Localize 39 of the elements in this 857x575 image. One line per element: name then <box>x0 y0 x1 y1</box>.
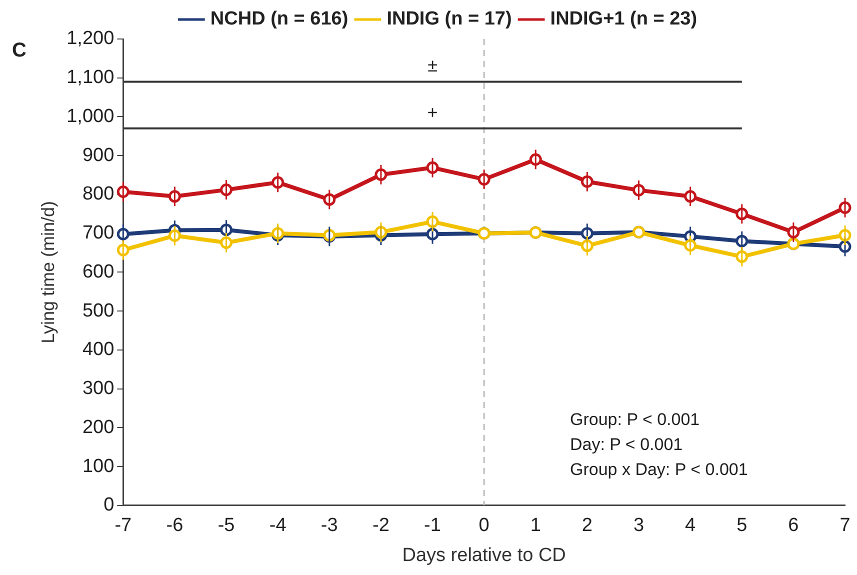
x-tick-label: 5 <box>736 515 748 536</box>
annotation: Day: P < 0.001 <box>570 435 683 454</box>
x-tick-label: 4 <box>685 515 696 536</box>
x-tick-label: -7 <box>114 515 132 536</box>
x-tick-label: 1 <box>530 515 541 536</box>
y-tick-label: 800 <box>82 184 114 205</box>
y-tick-label: 1,100 <box>66 67 114 88</box>
y-tick-label: 1,200 <box>66 28 114 50</box>
y-tick-label: 700 <box>82 222 114 244</box>
x-tick-label: 6 <box>788 515 799 536</box>
x-tick-label: -1 <box>424 515 441 536</box>
annotation: + <box>427 102 438 122</box>
y-tick-label: 300 <box>82 378 114 400</box>
y-tick-label: 500 <box>82 300 114 322</box>
legend-label: INDIG (n = 17) <box>386 8 512 30</box>
x-tick-label: 0 <box>478 515 490 536</box>
y-axis-title: Lying time (min/d) <box>38 201 58 344</box>
y-tick-label: 1,000 <box>66 106 114 127</box>
legend-label: INDIG+1 (n = 23) <box>550 8 698 30</box>
x-tick-label: 7 <box>840 515 850 536</box>
y-tick-label: 0 <box>104 494 114 516</box>
x-tick-label: -5 <box>218 515 235 536</box>
y-tick-label: 400 <box>82 339 114 360</box>
y-tick-label: 600 <box>82 261 114 282</box>
x-tick-label: 3 <box>633 515 644 536</box>
annotation: ± <box>428 56 438 76</box>
x-tick-label: -3 <box>320 515 338 536</box>
x-tick-label: -6 <box>166 515 184 536</box>
x-axis-title: Days relative to CD <box>402 544 566 566</box>
y-tick-label: 100 <box>82 456 114 477</box>
legend-label: NCHD (n = 616) <box>210 8 348 30</box>
annotation: Group x Day: P < 0.001 <box>570 460 748 480</box>
y-tick-label: 200 <box>82 416 114 438</box>
x-tick-label: -4 <box>269 515 287 536</box>
y-tick-label: 900 <box>82 144 114 166</box>
x-tick-label: 2 <box>582 515 592 536</box>
text: C <box>12 40 26 62</box>
x-tick-label: -2 <box>372 515 390 536</box>
annotation: Group: P < 0.001 <box>570 410 700 430</box>
